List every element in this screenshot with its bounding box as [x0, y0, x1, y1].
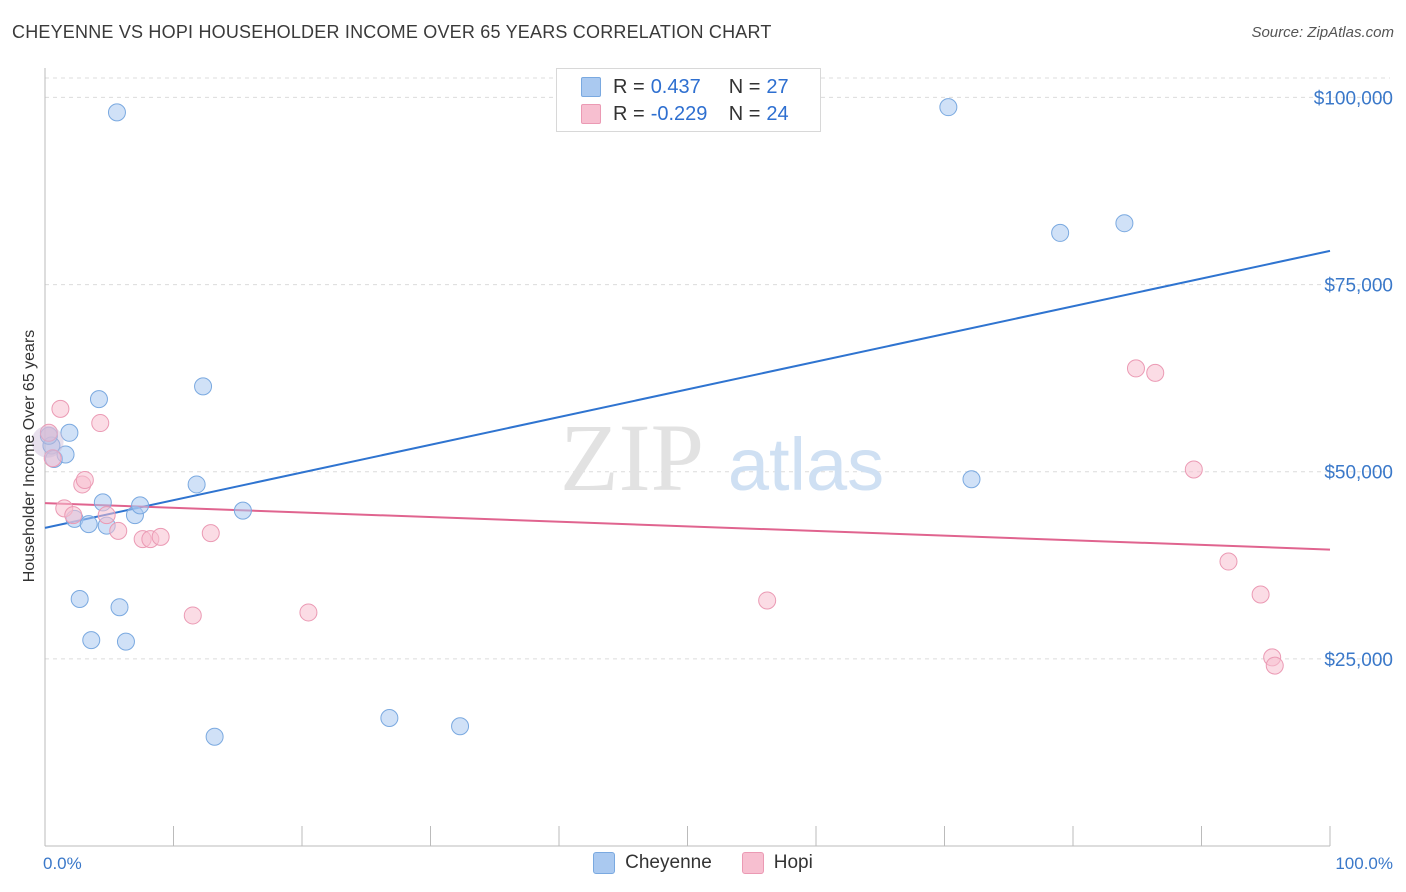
point-hopi — [1146, 363, 1165, 382]
legend-swatch-hopi — [581, 104, 601, 124]
x-tick-label: 0.0% — [43, 854, 82, 873]
legend-r-value: -0.229 — [650, 102, 708, 125]
point-hopi — [758, 591, 777, 610]
point-cluster — [31, 425, 64, 458]
point-cheyenne — [1115, 214, 1134, 233]
legend-r-label: R = — [613, 102, 645, 125]
point-cheyenne — [116, 632, 135, 651]
legend-r-label: R = — [613, 75, 645, 98]
legend-item-cheyenne[interactable]: Cheyenne — [593, 852, 712, 874]
legend-label-cheyenne: Cheyenne — [625, 852, 712, 873]
legend-r-value: 0.437 — [650, 75, 701, 98]
legend-swatch-cheyenne — [593, 852, 616, 874]
y-tick-label: $25,000 — [1324, 650, 1393, 671]
series-legend: Cheyenne Hopi — [0, 852, 1406, 874]
point-hopi — [109, 521, 128, 540]
y-axis-label: Householder Income Over 65 years — [21, 330, 38, 583]
point-cheyenne — [187, 475, 206, 494]
point-cheyenne — [60, 423, 79, 442]
y-tick-label: $50,000 — [1324, 463, 1393, 484]
legend-row-cheyenne: R = 0.437 N = 27 — [581, 73, 789, 101]
point-hopi — [299, 603, 318, 622]
point-hopi — [1219, 552, 1238, 571]
legend-row-hopi: R = -0.229 N = 24 — [581, 100, 789, 128]
source-label: Source: ZipAtlas.com — [1251, 24, 1394, 41]
point-cheyenne — [1051, 223, 1070, 242]
point-hopi — [43, 449, 62, 468]
watermark-zip: ZIP — [560, 404, 704, 511]
point-hopi — [39, 423, 58, 442]
point-hopi — [1265, 656, 1284, 675]
point-cheyenne — [79, 515, 98, 534]
point-cheyenne — [233, 501, 252, 520]
watermark: ZIP atlas — [560, 404, 884, 511]
point-cheyenne — [131, 496, 150, 515]
grid-lines — [45, 77, 1390, 660]
legend-label-hopi: Hopi — [773, 852, 813, 873]
point-hopi — [91, 414, 110, 433]
x-tick-label: 100.0% — [1335, 854, 1393, 873]
point-cheyenne — [451, 717, 470, 736]
legend-swatch-cheyenne — [581, 77, 601, 97]
point-cheyenne — [110, 598, 129, 617]
point-cheyenne — [962, 470, 981, 489]
point-cheyenne — [939, 98, 958, 117]
point-hopi — [1184, 460, 1203, 479]
watermark-atlas: atlas — [728, 423, 884, 506]
point-hopi — [64, 506, 83, 525]
trend-lines — [44, 249, 1331, 551]
point-cheyenne — [82, 631, 101, 650]
point-cheyenne — [107, 103, 126, 122]
legend-item-hopi[interactable]: Hopi — [741, 852, 813, 874]
point-cheyenne — [205, 727, 224, 746]
point-cheyenne — [89, 390, 108, 409]
legend-n-value: 24 — [766, 102, 789, 125]
point-cheyenne — [194, 377, 213, 396]
point-cheyenne — [70, 589, 89, 608]
point-hopi — [51, 399, 70, 418]
point-hopi — [97, 506, 116, 525]
y-tick-label: $75,000 — [1324, 276, 1393, 297]
point-hopi — [1126, 359, 1145, 378]
legend-n-value: 27 — [766, 75, 789, 98]
y-tick-label: $100,000 — [1314, 88, 1393, 109]
legend-n-label: N = — [728, 75, 761, 98]
legend-swatch-hopi — [741, 852, 764, 874]
point-hopi — [1251, 585, 1270, 604]
point-hopi — [151, 527, 170, 546]
point-hopi — [75, 470, 94, 489]
data-points — [31, 98, 1284, 746]
chart-title: CHEYENNE VS HOPI HOUSEHOLDER INCOME OVER… — [12, 22, 772, 42]
stats-legend: R = 0.437 N = 27 R = -0.229 N = 24 — [556, 68, 821, 132]
legend-n-label: N = — [728, 102, 761, 125]
trend-line-hopi — [44, 502, 1331, 551]
point-cheyenne — [380, 708, 399, 727]
point-hopi — [183, 606, 202, 625]
trend-line-cheyenne — [44, 249, 1331, 529]
point-hopi — [201, 524, 220, 543]
y-tick-labels: $25,000 $50,000 $75,000 $100,000 — [1314, 88, 1393, 670]
x-tick-labels: 0.0% 100.0% — [43, 854, 1393, 873]
